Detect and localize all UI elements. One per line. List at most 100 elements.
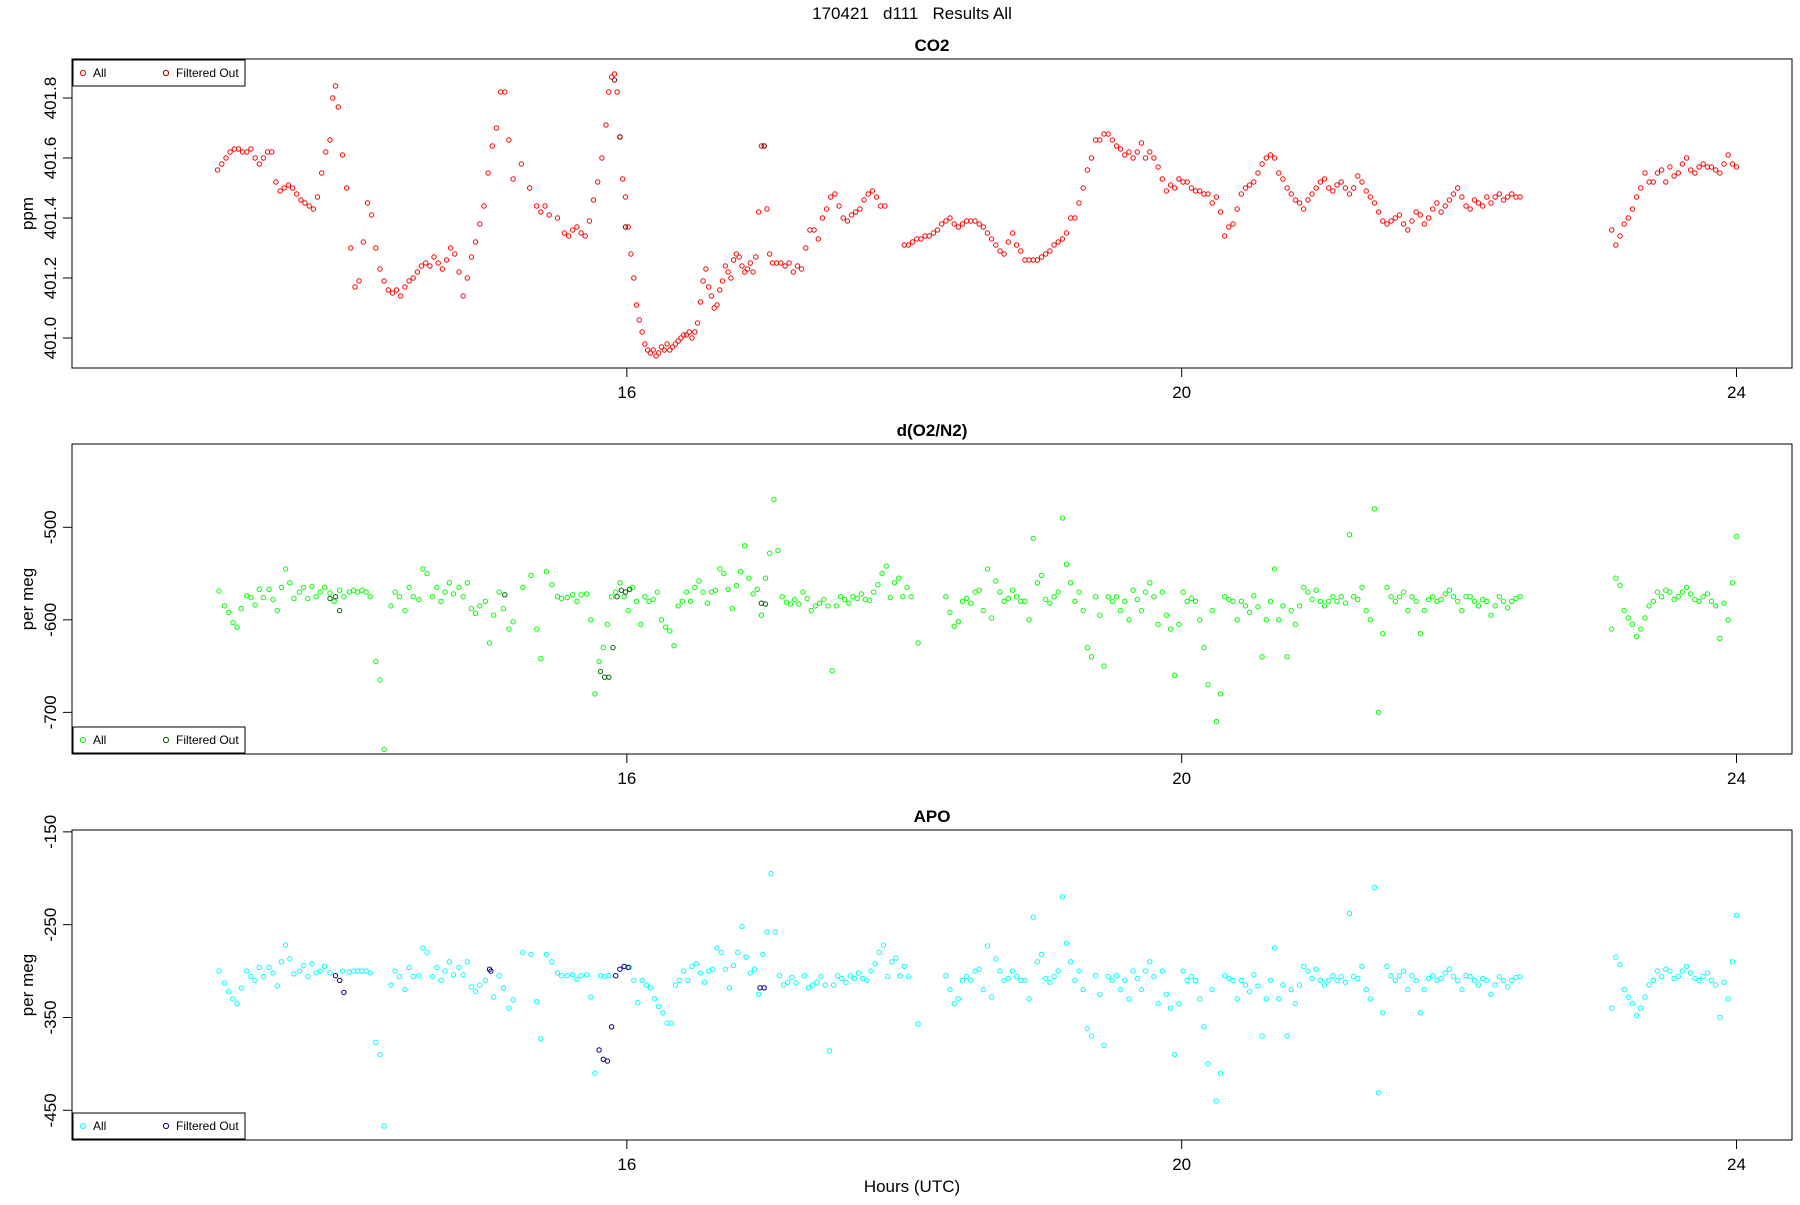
o2n2-data-point [1288,607,1295,614]
o2n2-data-point [687,598,694,604]
co2-y-axis-title: ppm [18,197,37,230]
co2-data-point [642,341,648,347]
o2n2-data-point [287,580,293,586]
apo-data-point [1263,996,1270,1002]
o2n2-data-point [775,547,781,554]
co2-data-point [1163,188,1170,194]
co2-data-point [617,134,623,140]
o2n2-data-point [406,584,412,591]
o2n2-data-point [1097,612,1103,618]
co2-data-point [1500,197,1507,203]
apo-data-point [847,973,853,979]
o2n2-data-point [570,592,576,598]
o2n2-data-point [1176,621,1182,628]
co2-data-point [1122,152,1128,158]
apo-data-point [964,973,970,980]
co2-data-point [865,191,871,197]
apo-data-point [968,977,974,984]
o2n2-data-point [700,589,706,595]
o2n2-data-point [1334,598,1340,604]
o2n2-data-point [767,550,773,556]
o2n2-data-point [976,587,982,593]
co2-data-point [761,143,767,149]
co2-data-point [848,212,855,218]
co2-data-point [1721,161,1727,167]
o2n2-data-point [671,643,677,649]
o2n2-data-point [1375,709,1382,716]
o2n2-data-point [951,623,957,629]
apo-data-point [714,945,720,951]
o2n2-data-point [549,582,555,588]
co2-data-point [269,149,275,155]
o2n2-data-point [528,572,534,579]
co2-data-point [639,329,645,335]
apo-data-point [388,982,394,988]
apo-data-point [1446,966,1453,972]
co2-data-point [803,245,809,251]
apo-data-point [1055,968,1061,974]
co2-data-point [518,161,525,167]
co2-data-point [368,212,375,218]
o2n2-data-point [1675,594,1682,600]
co2-data-point [603,122,609,128]
apo-data-point [805,985,812,991]
o2n2-data-point [1072,598,1078,604]
apo-data-point [252,977,258,984]
co2-data-point [790,269,796,275]
o2n2-data-point [1126,617,1132,623]
apo-data-point [693,961,699,967]
co2-data-point [1363,188,1369,194]
apo-data-point [947,986,953,993]
apo-data-point [915,1021,921,1027]
o2n2-data-point [617,580,623,586]
co2-data-point [828,194,834,200]
co2-data-point [1671,173,1677,179]
apo-data-point [266,964,272,971]
o2n2-data-point [346,589,353,595]
o2n2-data-point [327,590,333,596]
co2-data-point [1276,170,1282,176]
apo-data-point [1305,968,1311,974]
o2n2-data-point [621,594,627,600]
apo-data-point [1172,1051,1178,1058]
apo-data-point [1313,966,1319,972]
apo-data-point [216,968,222,974]
co2-data-point [1621,221,1627,227]
co2-data-point [352,284,358,290]
apo-data-point [282,942,289,948]
o2n2-data-point [762,575,769,581]
o2n2-data-point [1725,617,1731,623]
apo-data-point [608,1024,615,1030]
apo-data-point [1213,1098,1220,1104]
apo-x-tick-label: 16 [617,1155,636,1174]
co2-data-point [1246,182,1253,188]
o2n2-data-point [968,600,974,606]
o2n2-y-axis-title: per meg [18,568,37,630]
o2n2-data-point [1013,594,1020,600]
co2-data-point [1130,155,1136,161]
co2-data-point [697,299,704,305]
apo-data-point [1246,988,1253,995]
x-axis-title: Hours (UTC) [864,1177,960,1196]
apo-data-point [780,982,787,988]
co2-data-point [706,284,712,290]
co2-data-point [489,143,495,149]
o2n2-data-point [500,606,507,612]
o2n2-data-point [725,586,731,592]
co2-data-point [672,341,679,347]
o2n2-data-point [1708,598,1715,604]
apo-data-point [1654,968,1661,974]
o2n2-data-point [1679,589,1686,595]
o2n2-data-point [1355,596,1361,603]
apo-data-point [1117,986,1124,993]
apo-data-point [639,977,645,984]
o2n2-data-point [1009,587,1016,593]
o2n2-data-point [1500,598,1507,604]
co2-data-point [448,245,454,251]
o2n2-data-point [600,644,606,651]
apo-data-point [1301,963,1307,970]
o2n2-data-point [1667,589,1673,595]
co2-data-point [538,209,544,215]
o2n2-data-point [558,595,565,602]
co2-data-point [235,146,242,152]
